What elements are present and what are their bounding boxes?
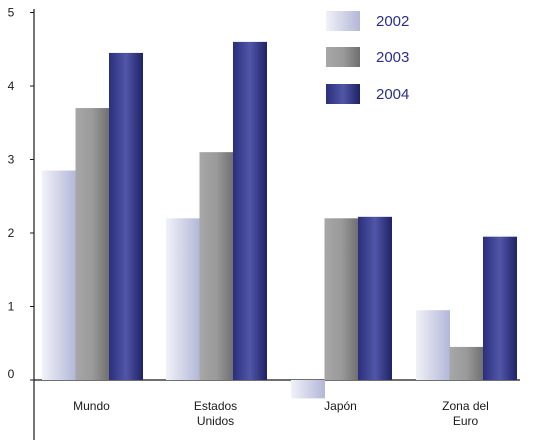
category-label: Unidos: [197, 414, 234, 428]
bar-2003-1: [199, 152, 234, 380]
bar-2002-1: [166, 218, 200, 380]
bar-2004-0: [109, 52, 143, 381]
bar-2004-1: [233, 41, 267, 381]
bar-2003-0: [75, 108, 110, 381]
y-tick-label: 1: [8, 300, 15, 314]
bar-2004-2: [358, 216, 392, 380]
bar-2003-2: [324, 218, 359, 380]
bar-2002-0: [42, 170, 76, 380]
category-label: Euro: [453, 414, 479, 428]
legend-swatch-2003: [326, 47, 360, 67]
category-label: Japón: [324, 399, 357, 413]
category-label: Zona del: [442, 399, 489, 413]
y-tick-label: 5: [8, 6, 15, 20]
bar-2002-3: [416, 310, 450, 380]
y-tick-label: 4: [8, 79, 15, 93]
y-tick-label: 3: [8, 153, 15, 167]
y-tick-label: 2: [8, 226, 15, 240]
bar-2004-3: [483, 236, 517, 380]
y-tick-label: 0: [8, 367, 15, 381]
category-label: Estados: [194, 399, 237, 413]
bar-2003-3: [449, 346, 484, 380]
legend-label-2004: 2004: [376, 86, 409, 103]
legend-label-2003: 2003: [376, 49, 409, 66]
category-label: Mundo: [73, 399, 110, 413]
legend-swatch-2004: [326, 84, 360, 104]
bar-2002-2: [291, 380, 325, 399]
legend-swatch-2002: [326, 11, 360, 31]
legend-label-2002: 2002: [376, 13, 409, 30]
